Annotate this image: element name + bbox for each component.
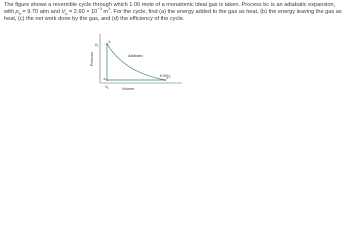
label: b [109,40,111,44]
label: 8.00Vb [160,74,171,79]
text: b [169,75,171,79]
text: b [107,86,109,90]
text: = 9.70 atm and [20,9,62,15]
text: = 2.60 × 10 [67,9,98,15]
page: {"problem": ["The figure shows a reversi… [0,0,350,95]
point [106,43,108,45]
text: 8.00V [160,74,170,78]
text: . For the cycle, find (a) the energy add… [4,9,342,22]
text: b [18,11,21,17]
text: m [101,9,109,15]
text: V [105,85,108,89]
text: b [97,44,99,48]
label: Adiabatic [128,54,143,58]
point [164,79,166,81]
text: −3 [97,6,102,12]
problem-text: The figure shows a reversible cycle thro… [4,2,346,23]
point [106,79,108,81]
label: c [167,76,169,80]
text: p [15,9,19,15]
axis-label: Volume [122,87,134,91]
text: The figure shows a reversible cycle thro… [4,2,336,15]
text: 3 [108,6,111,12]
axis-label: Pressure [90,52,94,66]
label: a [104,77,106,81]
text: V [61,9,66,15]
text: p [94,43,97,47]
text: b [65,11,68,17]
pv-diagram: Pressure Volume pb b a c Adiabatic Vb 8.… [90,34,182,91]
label: pb [94,43,99,48]
label: Vb [105,85,109,90]
process-bc [106,43,166,81]
